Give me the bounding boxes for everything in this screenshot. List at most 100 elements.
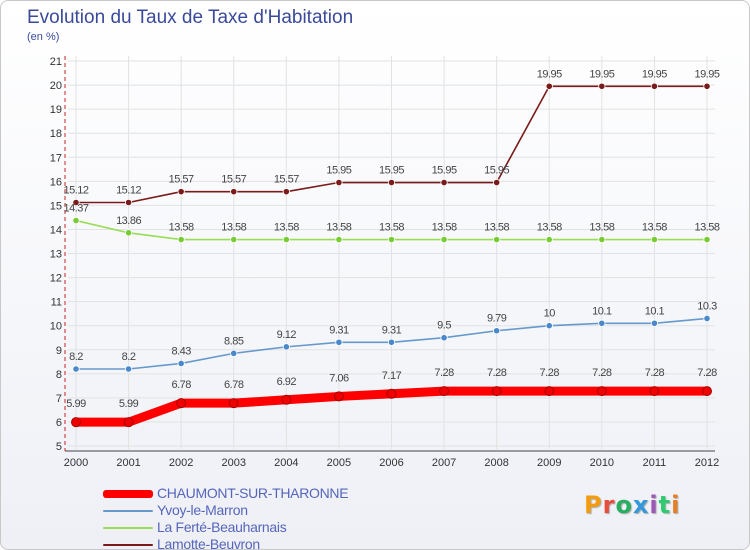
data-point — [387, 178, 396, 187]
y-tick-label: 12 — [50, 273, 62, 285]
x-tick-label: 2011 — [643, 457, 667, 469]
data-point — [123, 417, 134, 428]
data-point — [650, 235, 659, 244]
y-tick-label: 14 — [50, 224, 62, 236]
data-label: 7.17 — [382, 370, 402, 382]
data-point — [72, 198, 80, 207]
data-label: 9.79 — [487, 313, 507, 325]
data-point — [703, 82, 711, 90]
data-label: 15.12 — [116, 184, 141, 196]
data-label: 10 — [544, 308, 556, 320]
data-label: 5.99 — [66, 398, 86, 410]
x-tick-label: 2012 — [695, 457, 719, 469]
data-point — [386, 388, 397, 399]
data-label: 7.06 — [329, 372, 349, 384]
data-label: 7.28 — [540, 367, 560, 379]
data-point — [282, 235, 290, 244]
x-tick-label: 2003 — [222, 457, 246, 469]
data-label: 14.37 — [63, 203, 88, 215]
data-point — [440, 235, 448, 244]
y-tick-label: 19 — [50, 104, 62, 116]
data-point — [598, 82, 606, 90]
y-tick-label: 13 — [50, 249, 62, 261]
data-point — [177, 235, 185, 244]
data-label: 8.85 — [224, 335, 244, 347]
y-tick-label: 17 — [50, 152, 62, 164]
data-label: 8.43 — [171, 345, 191, 357]
data-label: 10.3 — [697, 300, 717, 312]
data-point — [228, 398, 239, 409]
data-label: 13.58 — [326, 222, 351, 234]
data-point — [333, 391, 344, 402]
data-point — [282, 188, 290, 196]
data-point — [703, 235, 711, 244]
legend-label: Yvoy-le-Marron — [157, 502, 248, 518]
data-point — [596, 386, 607, 397]
data-point — [230, 188, 238, 196]
y-tick-label: 10 — [50, 321, 62, 333]
data-point — [71, 417, 81, 428]
data-label: 9.31 — [329, 324, 349, 336]
data-point — [545, 82, 553, 90]
data-point — [335, 338, 343, 346]
x-tick-label: 2008 — [484, 457, 508, 469]
data-point — [650, 82, 659, 90]
data-label: 15.57 — [169, 174, 194, 186]
data-label: 7.28 — [434, 367, 454, 379]
x-tick-label: 2002 — [169, 457, 193, 469]
data-point — [493, 327, 501, 335]
data-label: 13.58 — [274, 222, 299, 234]
data-point — [598, 319, 606, 327]
data-point — [72, 365, 80, 373]
y-tick-label: 11 — [51, 297, 62, 309]
data-label: 13.58 — [169, 222, 194, 234]
data-label: 13.58 — [537, 222, 562, 234]
chart-unit: (en %) — [27, 31, 60, 43]
data-point — [703, 314, 711, 323]
y-tick-label: 15 — [50, 200, 62, 212]
x-tick-label: 2007 — [432, 457, 456, 469]
data-label: 6.78 — [171, 379, 191, 391]
data-label: 7.28 — [645, 367, 665, 379]
legend-swatch — [103, 544, 153, 546]
data-point — [230, 235, 238, 244]
data-label: 8.2 — [122, 351, 136, 363]
data-point — [177, 188, 185, 196]
data-label: 15.57 — [274, 174, 299, 186]
data-point — [124, 229, 133, 237]
data-label: 19.95 — [642, 68, 667, 80]
data-point — [281, 394, 292, 405]
x-tick-label: 2006 — [379, 457, 403, 469]
x-tick-label: 2004 — [274, 457, 298, 469]
legend-swatch — [103, 510, 153, 512]
y-tick-label: 5 — [56, 441, 62, 453]
x-tick-label: 2009 — [537, 457, 561, 469]
data-label: 13.58 — [642, 222, 667, 234]
y-tick-label: 9 — [56, 345, 62, 357]
data-label: 5.99 — [119, 398, 139, 410]
data-label: 10.1 — [645, 305, 665, 317]
x-tick-label: 2001 — [116, 457, 140, 469]
chart-title: Evolution du Taux de Taxe d'Habitation — [27, 7, 354, 28]
data-point — [282, 343, 290, 351]
data-point — [439, 386, 450, 397]
data-label: 19.95 — [589, 68, 614, 80]
data-label: 7.28 — [487, 367, 507, 379]
data-point — [387, 235, 396, 244]
data-label: 13.86 — [116, 215, 141, 227]
legend-label: CHAUMONT-SUR-THARONNE — [157, 485, 349, 501]
data-point — [335, 235, 343, 244]
data-point — [545, 322, 553, 330]
x-tick-label: 2010 — [590, 457, 614, 469]
y-tick-label: 16 — [50, 176, 62, 188]
data-point — [544, 386, 555, 397]
data-point — [650, 319, 659, 327]
legend-swatch — [103, 527, 153, 529]
proxiti-logo: Proxiti — [584, 491, 681, 519]
data-label: 15.57 — [221, 174, 246, 186]
data-point — [72, 216, 80, 225]
legend-label: La Ferté-Beauharnais — [157, 519, 287, 535]
data-point — [230, 349, 238, 357]
